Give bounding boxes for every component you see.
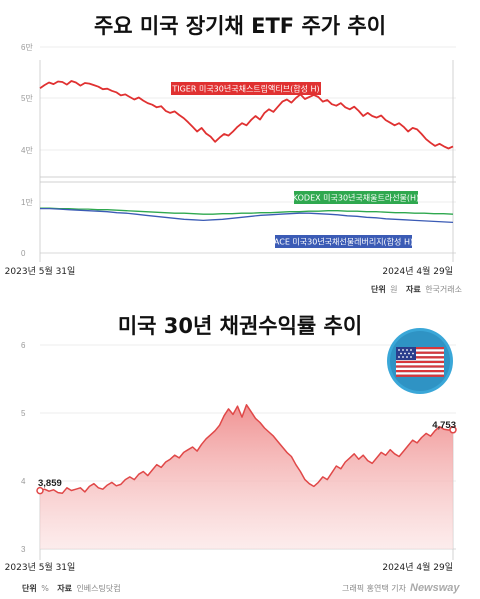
us-flag-icon xyxy=(387,328,453,394)
etf-source-note: 단위 원 자료 한국거래소 xyxy=(371,279,462,296)
graphic-credit: 그래픽 홍연택 기자 xyxy=(342,583,407,593)
flag-stripe xyxy=(396,353,444,357)
flag-stripe xyxy=(396,356,444,359)
ace-label-box xyxy=(275,235,412,248)
yield-start-label: 3,859 xyxy=(38,478,62,489)
yield-area xyxy=(40,404,453,549)
yield-chart-title: 미국 30년 채권수익률 추이 xyxy=(117,314,363,338)
kodex-label-box xyxy=(294,191,418,204)
flag-stripe xyxy=(396,347,444,350)
x-end-label: 2024년 4월 29일 xyxy=(382,265,453,277)
y-tick-4: 4 xyxy=(21,477,26,486)
yield-x-start-label: 2023년 5월 31일 xyxy=(5,561,76,573)
x-start-label: 2023년 5월 31일 xyxy=(5,265,76,277)
flag-stripe xyxy=(396,370,444,373)
y-tick-0: 0 xyxy=(21,249,26,258)
kodex-label: KODEX 미국30년국채울트라선물(H) xyxy=(293,193,419,203)
yield-line xyxy=(39,404,454,494)
series-ace-line xyxy=(40,207,454,224)
y-tick-10000: 1만 xyxy=(21,198,33,207)
newsway-logo: Newsway xyxy=(410,582,460,594)
tiger-label-box xyxy=(171,82,321,95)
flag-stripe xyxy=(396,365,444,368)
yield-start-point xyxy=(36,486,44,495)
y-tick-60000: 6만 xyxy=(21,43,33,52)
y-tick-40000: 4만 xyxy=(21,146,33,155)
tiger-label: TIGER 미국30년국채스트립액티브(합성 H) xyxy=(171,84,319,94)
yield-end-point xyxy=(449,426,457,434)
y-tick-5: 5 xyxy=(21,409,26,418)
flag-stripe xyxy=(396,349,444,352)
y-tick-3: 3 xyxy=(21,545,26,554)
yield-source-note: 단위 % 자료 인베스팅닷컴 xyxy=(22,578,121,595)
flag-stripe xyxy=(396,372,444,375)
series-kodex-line xyxy=(40,207,454,215)
series-tiger-line xyxy=(39,80,454,150)
ace-label: ACE 미국30년국채선물레버리지(합성 H) xyxy=(274,237,413,247)
flag-stripe xyxy=(396,367,444,370)
flag-stripe xyxy=(396,363,444,366)
yield-end-label: 4,753 xyxy=(432,420,456,431)
flag-stripe xyxy=(396,374,444,377)
yield-x-end-label: 2024년 4월 29일 xyxy=(382,561,453,573)
flag-stripe xyxy=(396,360,444,364)
flag-stripe xyxy=(396,351,444,354)
etf-chart-title: 주요 미국 장기채 ETF 주가 추이 xyxy=(93,14,387,38)
y-tick-50000: 5만 xyxy=(21,94,33,103)
flag-stripe xyxy=(396,358,444,361)
y-tick-6: 6 xyxy=(21,341,26,350)
